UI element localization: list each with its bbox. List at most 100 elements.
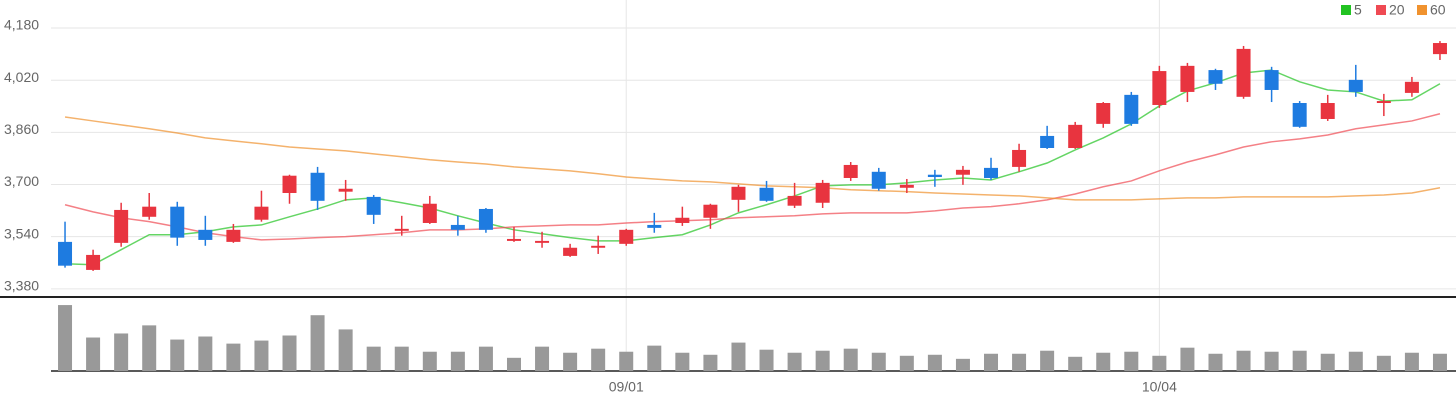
volume-bar: [955, 358, 970, 371]
legend-swatch: [1417, 5, 1427, 15]
volume-bar: [1096, 352, 1111, 371]
candle-body: [478, 208, 493, 230]
y-tick-label: 3,380: [4, 278, 39, 294]
volume-bar: [731, 342, 746, 371]
volume-bar: [1264, 351, 1279, 371]
volume-bar: [394, 346, 409, 371]
candle-body: [254, 206, 269, 220]
x-tick-label: 09/01: [609, 379, 644, 395]
volume-bar: [338, 329, 353, 371]
candle-body: [1068, 124, 1083, 148]
volume-bar: [422, 351, 437, 371]
volume-bar: [1068, 356, 1083, 371]
candle-body: [815, 182, 830, 203]
volume-bar: [927, 354, 942, 371]
candle-body: [899, 184, 914, 188]
candle-body: [927, 174, 942, 178]
volume-bar: [759, 349, 774, 371]
volume-bar: [450, 351, 465, 371]
candle-body: [422, 203, 437, 223]
candle-body: [1040, 135, 1055, 148]
y-tick-label: 3,860: [4, 121, 39, 137]
legend-label: 20: [1389, 2, 1405, 18]
candle-body: [1404, 81, 1419, 93]
candle-body: [114, 209, 129, 243]
volume-bar: [1180, 347, 1195, 371]
volume-bar: [1152, 355, 1167, 371]
candle-body: [450, 224, 465, 230]
y-tick-label: 4,020: [4, 69, 39, 85]
candle-body: [198, 229, 213, 240]
volume-bar: [1012, 353, 1027, 371]
volume-bar: [815, 350, 830, 371]
candle-body: [1152, 71, 1167, 105]
volume-bar: [1404, 352, 1419, 371]
candle-body: [1180, 65, 1195, 92]
candle-body: [1096, 103, 1111, 124]
volume-bar: [675, 352, 690, 371]
candle-body: [226, 229, 241, 242]
candle-body: [759, 187, 774, 201]
candle-body: [787, 195, 802, 206]
y-tick-label: 3,540: [4, 225, 39, 241]
volume-bar: [647, 345, 662, 371]
volume-bar: [142, 325, 157, 371]
candle-body: [506, 238, 521, 241]
y-tick-label: 3,700: [4, 173, 39, 189]
candle-body: [1264, 70, 1279, 90]
volume-bar: [1376, 355, 1391, 371]
candle-body: [142, 206, 157, 217]
volume-bar: [170, 339, 185, 371]
candle-body: [871, 171, 886, 189]
candle-body: [1012, 149, 1027, 167]
y-tick-label: 4,180: [4, 17, 39, 33]
volume-bar: [619, 351, 634, 371]
candle-body: [1124, 94, 1139, 124]
volume-bar: [198, 336, 213, 371]
volume-bar: [226, 343, 241, 371]
volume-bar: [254, 340, 269, 371]
moving-average-line: [64, 113, 1441, 241]
candle-body: [310, 172, 325, 201]
candle-body: [843, 164, 858, 178]
volume-bar: [310, 315, 325, 371]
candle-body: [394, 228, 409, 231]
volume-bar: [506, 357, 521, 371]
volume-bar: [1208, 353, 1223, 371]
candle-body: [984, 167, 999, 178]
moving-average-line: [65, 69, 1441, 266]
legend-swatch: [1341, 5, 1351, 15]
candle-body: [1376, 101, 1391, 104]
candle-body: [1432, 43, 1447, 55]
candle-body: [563, 247, 578, 256]
volume-bar: [1432, 353, 1447, 371]
candle-body: [1292, 103, 1307, 127]
volume-bar: [1292, 350, 1307, 371]
volume-bar: [478, 346, 493, 371]
volume-bar: [282, 335, 297, 371]
volume-bar: [1236, 350, 1251, 371]
volume-bar: [1124, 351, 1139, 371]
candle-body: [955, 169, 970, 175]
candle-body: [535, 240, 550, 243]
volume-bar: [843, 348, 858, 371]
candle-body: [1236, 48, 1251, 97]
volume-bar: [591, 348, 606, 371]
candle-body: [591, 245, 606, 248]
candle-body: [1320, 103, 1335, 119]
candle-body: [703, 204, 718, 218]
candle-body: [170, 206, 185, 238]
volume-bar: [114, 333, 129, 371]
volume-bar: [86, 337, 101, 371]
volume-bar: [58, 305, 73, 371]
volume-bar: [899, 355, 914, 371]
candle-body: [338, 188, 353, 192]
legend-label: 60: [1430, 2, 1446, 18]
volume-bar: [984, 353, 999, 371]
x-tick-label: 10/04: [1142, 379, 1177, 395]
candle-body: [731, 186, 746, 200]
volume-bar: [787, 352, 802, 371]
moving-average-line: [64, 116, 1441, 201]
candle-body: [675, 217, 690, 223]
